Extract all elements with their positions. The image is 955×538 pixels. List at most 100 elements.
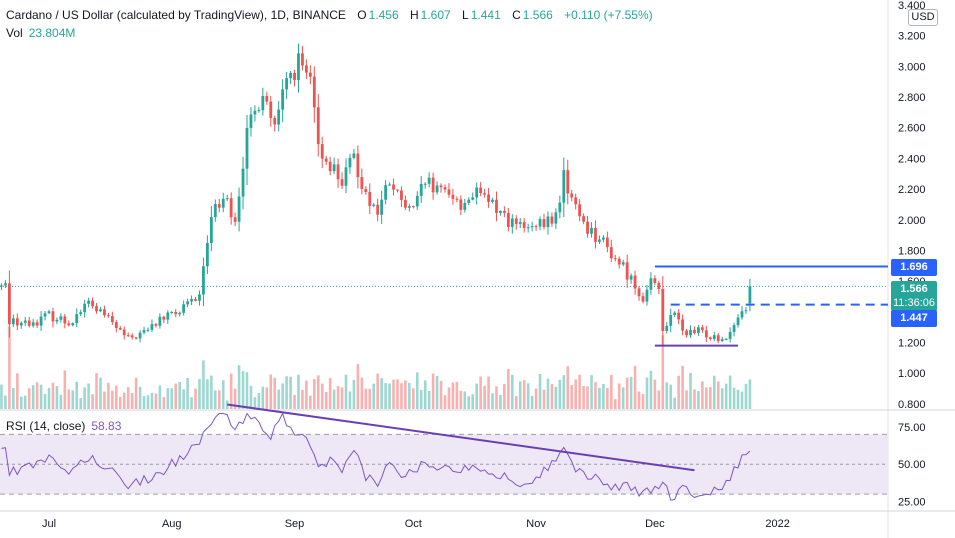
candle-body bbox=[158, 316, 162, 326]
volume-bar bbox=[150, 392, 154, 409]
candle-body bbox=[621, 262, 625, 265]
candle-body bbox=[150, 324, 154, 330]
candle-body bbox=[245, 128, 249, 169]
price-tick-label: 2.600 bbox=[898, 123, 926, 135]
candle-body bbox=[273, 117, 277, 125]
volume-bar bbox=[23, 395, 27, 409]
candle-body bbox=[471, 197, 475, 200]
volume-bar bbox=[526, 383, 530, 409]
candle-body bbox=[39, 316, 43, 326]
volume-bar bbox=[503, 383, 506, 409]
candle-body bbox=[732, 325, 736, 332]
volume-bar bbox=[130, 392, 134, 409]
volume-bar bbox=[71, 390, 75, 409]
candle-body bbox=[720, 339, 724, 342]
candle-body bbox=[427, 177, 431, 184]
close-label: C bbox=[512, 8, 521, 22]
candle-body bbox=[475, 187, 479, 198]
volume-bar bbox=[487, 376, 490, 409]
price-tick-label: 1.000 bbox=[898, 368, 926, 380]
level-low-tag: 1.447 bbox=[891, 310, 937, 327]
candle-body bbox=[166, 312, 170, 320]
volume-bar bbox=[483, 385, 486, 409]
candle-body bbox=[316, 107, 320, 145]
time-tick-label: Jul bbox=[42, 518, 56, 530]
volume-bar bbox=[653, 379, 657, 409]
volume-bar bbox=[400, 383, 403, 409]
candle-body bbox=[229, 198, 233, 218]
volume-bar bbox=[146, 395, 150, 409]
candle-body bbox=[182, 304, 186, 313]
candle-body bbox=[376, 204, 380, 215]
volume-bar bbox=[269, 374, 273, 409]
volume-bar bbox=[518, 381, 522, 409]
candle-body bbox=[265, 96, 269, 102]
symbol-title: Cardano / US Dollar (calculated by Tradi… bbox=[6, 8, 346, 22]
volume-bar bbox=[344, 374, 348, 409]
candle-body bbox=[736, 317, 740, 326]
volume-bar bbox=[621, 387, 625, 409]
volume-bar bbox=[467, 396, 471, 409]
candle-body bbox=[217, 204, 221, 208]
volume-bar bbox=[396, 379, 399, 409]
candle-body bbox=[31, 322, 35, 326]
volume-bar bbox=[685, 390, 688, 409]
candle-body bbox=[562, 170, 566, 203]
candle-body bbox=[463, 202, 467, 210]
candle-body bbox=[554, 212, 558, 224]
open-value: 1.456 bbox=[368, 8, 399, 22]
candle-body bbox=[510, 218, 514, 227]
candle-body bbox=[47, 311, 51, 314]
volume-bar bbox=[538, 373, 542, 409]
volume-bar bbox=[673, 397, 676, 409]
volume-bar bbox=[491, 393, 494, 409]
volume-bar bbox=[689, 372, 692, 409]
candle-body bbox=[352, 153, 356, 158]
volume-bar bbox=[364, 388, 368, 409]
volume-bar bbox=[281, 383, 284, 409]
candle-body bbox=[613, 258, 617, 260]
volume-bar bbox=[443, 395, 447, 409]
volume-bar bbox=[661, 335, 665, 409]
candle-body bbox=[641, 296, 645, 302]
candle-body bbox=[71, 323, 75, 326]
volume-bar bbox=[277, 389, 280, 409]
candle-body bbox=[439, 185, 443, 188]
volume-bar bbox=[617, 383, 621, 409]
candle-body bbox=[320, 144, 324, 159]
volume-bar bbox=[198, 379, 201, 409]
candle-body bbox=[609, 247, 613, 259]
volume-bar bbox=[376, 373, 379, 409]
volume-bar bbox=[447, 387, 451, 409]
price-tick-label: 2.200 bbox=[898, 184, 926, 196]
candle-body bbox=[546, 216, 550, 228]
volume-bar bbox=[360, 377, 364, 409]
candle-body bbox=[55, 319, 59, 322]
volume-bar bbox=[439, 380, 443, 409]
currency-button[interactable]: USD bbox=[908, 9, 938, 26]
candle-body bbox=[530, 226, 534, 228]
candle-body bbox=[15, 318, 19, 326]
volume-bar bbox=[606, 388, 609, 409]
volume-bar bbox=[423, 380, 427, 409]
candle-body bbox=[677, 312, 681, 320]
volume-bar bbox=[35, 382, 39, 409]
price-tick-label: 1.200 bbox=[898, 338, 926, 350]
volume-bar bbox=[610, 374, 613, 409]
volume-bar bbox=[629, 376, 633, 409]
candle-body bbox=[447, 189, 451, 195]
candle-body bbox=[396, 189, 399, 191]
volume-bar bbox=[546, 378, 550, 409]
level-high-tag: 1.696 bbox=[891, 259, 937, 276]
volume-bar bbox=[748, 379, 752, 409]
candle-body bbox=[308, 72, 312, 77]
level-low-text: 1.447 bbox=[900, 312, 928, 324]
current-price-text: 1.566 bbox=[900, 283, 928, 295]
candle-body bbox=[708, 337, 712, 339]
volume-bar bbox=[649, 370, 653, 409]
candle-body bbox=[748, 286, 752, 304]
candle-body bbox=[423, 183, 427, 185]
volume-bar bbox=[107, 382, 110, 409]
volume-bar bbox=[221, 380, 225, 409]
